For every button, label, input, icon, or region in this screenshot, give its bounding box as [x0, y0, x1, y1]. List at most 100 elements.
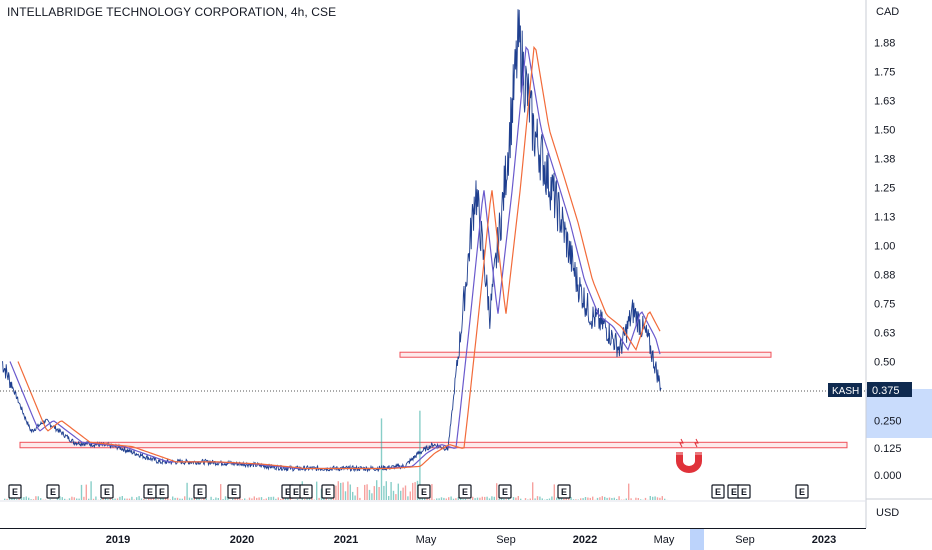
volume-bar [104, 498, 107, 500]
volume-bar [517, 496, 519, 500]
volume-bar [570, 497, 572, 500]
earnings-marker[interactable]: E [299, 484, 313, 499]
time-tick-label: 2022 [573, 534, 597, 546]
volume-bar [452, 498, 455, 500]
volume-bar [160, 498, 162, 500]
volume-bar [256, 497, 258, 500]
volume-bar [527, 499, 529, 500]
volume-bar [424, 498, 426, 500]
volume-bar [397, 483, 399, 500]
last-price-badge [867, 382, 912, 397]
earnings-marker[interactable]: E [143, 484, 157, 499]
earnings-marker[interactable]: E [498, 484, 512, 499]
earnings-marker[interactable]: E [417, 484, 431, 499]
price-tick-label: 1.38 [874, 154, 895, 166]
support-zone[interactable] [19, 441, 848, 449]
earnings-marker[interactable]: E [193, 484, 207, 499]
svg-text:E: E [325, 487, 331, 497]
volume-bar [25, 496, 27, 500]
earnings-marker[interactable]: E [100, 484, 114, 499]
earnings-marker[interactable]: E [737, 484, 751, 499]
earnings-marker[interactable]: E [155, 484, 169, 499]
volume-bar [263, 499, 265, 500]
volume-bar [404, 485, 407, 500]
volume-bar [236, 498, 239, 500]
currency-bottom-label: USD [876, 507, 899, 519]
svg-text:E: E [50, 487, 56, 497]
volume-bar [251, 498, 253, 500]
volume-bar [56, 498, 59, 500]
volume-bar [200, 499, 203, 500]
volume-bar [188, 497, 191, 500]
earnings-marker[interactable]: E [46, 484, 60, 499]
volume-bar [148, 498, 150, 500]
time-tick-label: 2021 [334, 534, 358, 546]
volume-bar [244, 498, 246, 500]
volume-bar [85, 484, 87, 500]
volume-bar [481, 496, 483, 500]
earnings-marker[interactable]: E [8, 484, 22, 499]
support-zone[interactable] [399, 351, 772, 358]
volume-bar [359, 497, 361, 500]
volume-bar [174, 497, 176, 500]
svg-text:E: E [421, 487, 427, 497]
svg-text:E: E [197, 487, 203, 497]
volume-bar [628, 483, 630, 500]
earnings-marker[interactable]: E [321, 484, 335, 499]
volume-bar [196, 497, 198, 500]
volume-bar [121, 496, 123, 500]
volume-bar [4, 498, 6, 500]
volume-bar [6, 498, 8, 500]
svg-text:E: E [159, 487, 165, 497]
price-axis-highlight [866, 389, 932, 438]
volume-bar [335, 485, 337, 500]
volume-bar [599, 497, 601, 500]
volume-bar [524, 498, 527, 500]
volume-bar [68, 498, 71, 500]
ticker-badge [828, 383, 862, 397]
price-tick-label: 1.50 [874, 125, 895, 137]
volume-bar [116, 498, 119, 500]
svg-text:E: E [231, 487, 237, 497]
volume-bar [268, 496, 270, 500]
price-tick-label: 1.13 [874, 212, 895, 224]
earnings-marker[interactable]: E [227, 484, 241, 499]
volume-bar [649, 496, 651, 500]
volume-bar [412, 482, 414, 500]
svg-text:E: E [462, 487, 468, 497]
volume-bar [462, 499, 464, 500]
volume-bar [618, 496, 620, 500]
price-tick-label: 0.63 [874, 328, 895, 340]
volume-bar [186, 482, 188, 500]
volume-bar [596, 497, 599, 500]
volume-bar [616, 499, 618, 500]
volume-bar [388, 496, 390, 500]
volume-bar [407, 496, 409, 500]
earnings-marker[interactable]: E [795, 484, 809, 499]
price-tick-label: 0.50 [874, 357, 895, 369]
volume-bar [652, 496, 654, 500]
magnet-icon[interactable] [676, 438, 702, 473]
volume-bar [145, 499, 147, 500]
volume-bar [28, 497, 30, 500]
volume-bar [179, 498, 181, 500]
volume-bar [277, 497, 279, 500]
volume-bar [354, 495, 356, 500]
volume-bar [572, 499, 575, 500]
volume-bar [373, 486, 375, 500]
earnings-marker[interactable]: E [711, 484, 725, 499]
earnings-marker[interactable]: E [458, 484, 472, 499]
volume-bar [272, 496, 275, 500]
earnings-marker[interactable]: E [557, 484, 571, 499]
volume-bar [205, 498, 207, 500]
volume-bar [265, 498, 267, 500]
volume-bar [392, 490, 395, 500]
volume-bar [76, 498, 78, 500]
time-tick-label: May [654, 534, 675, 546]
svg-text:E: E [12, 487, 18, 497]
volume-bar [592, 496, 594, 500]
currency-top-label: CAD [876, 6, 899, 18]
volume-bar [476, 497, 479, 500]
volume-bar [539, 496, 541, 500]
